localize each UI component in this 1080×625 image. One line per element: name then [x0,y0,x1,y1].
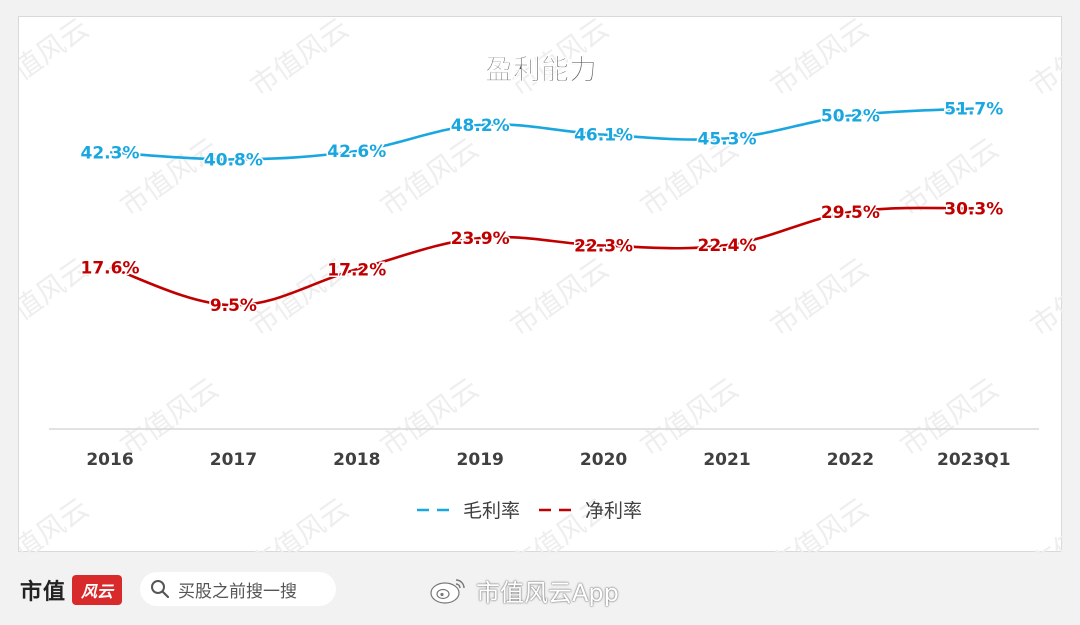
data-label: 22.4% [698,236,757,256]
chart-title: 盈利能力 [485,53,597,86]
watermark-text: 市值风云 [19,491,95,553]
x-tick-label: 2016 [86,450,133,470]
data-label: 42.6% [327,142,386,162]
data-label: 23.9% [451,229,510,249]
weibo-icon [430,579,465,604]
search-box[interactable]: 买股之前搜一搜 [140,572,336,606]
data-label: 46.1% [574,126,633,146]
data-label: 30.3% [944,199,1003,219]
data-label: 22.3% [574,237,633,257]
x-tick-label: 2021 [703,450,750,470]
watermark-text: 市值风云 [1024,251,1063,342]
weibo-handle: 市值风云App [476,578,619,607]
data-label: 50.2% [821,107,880,127]
watermark-text: 市值风云 [764,491,875,553]
series-line-2 [109,206,974,307]
x-tick-label: 2023Q1 [937,450,1011,470]
x-tick-label: 2019 [457,450,504,470]
watermark-text: 市值风云 [1024,491,1063,553]
legend-label-1: 毛利率 [463,500,520,522]
brand-name: 市值 [20,580,67,605]
data-label: 17.2% [327,260,386,280]
brand: 市值 风云 [20,572,123,608]
search-icon [151,580,170,599]
x-tick-label: 2018 [333,450,380,470]
x-tick-label: 2022 [827,450,874,470]
series-line-1 [109,107,974,161]
watermark-text: 市值风云 [764,251,875,342]
watermark-text: 市值风云 [244,491,355,553]
x-tick-label: 2017 [210,450,257,470]
watermark-text: 市值风云 [244,17,355,103]
weibo-watermark: 市值风云App [428,572,619,608]
watermark-text: 市值风云 [504,251,615,342]
data-label: 40.8% [204,150,263,170]
data-label: 51.7% [944,100,1003,120]
data-label: 9.5% [210,296,257,316]
chart-card: 市值风云 市值风云 市值风云 市值风云 市值风云 市值风云 市值风云 市值风云 市值风云 市值风云… [18,16,1063,553]
x-tick-label: 2020 [580,450,627,470]
data-label: 17.6% [81,258,140,278]
data-label: 45.3% [698,129,757,149]
data-label: 48.2% [451,116,510,136]
data-label: 29.5% [821,203,880,223]
legend-label-2: 净利率 [585,500,642,522]
footer-bar: 市值 风云 买股之前搜一搜 市值风云App [0,560,1080,625]
search-text: 买股之前搜一搜 [178,581,297,602]
watermark-text: 市值风云 [764,17,875,103]
data-label: 42.3% [81,143,140,163]
brand-logo: 风云 [72,575,123,605]
watermark-text: 市值风云 [1024,17,1063,103]
watermark-text: 市值风云 [19,17,95,103]
